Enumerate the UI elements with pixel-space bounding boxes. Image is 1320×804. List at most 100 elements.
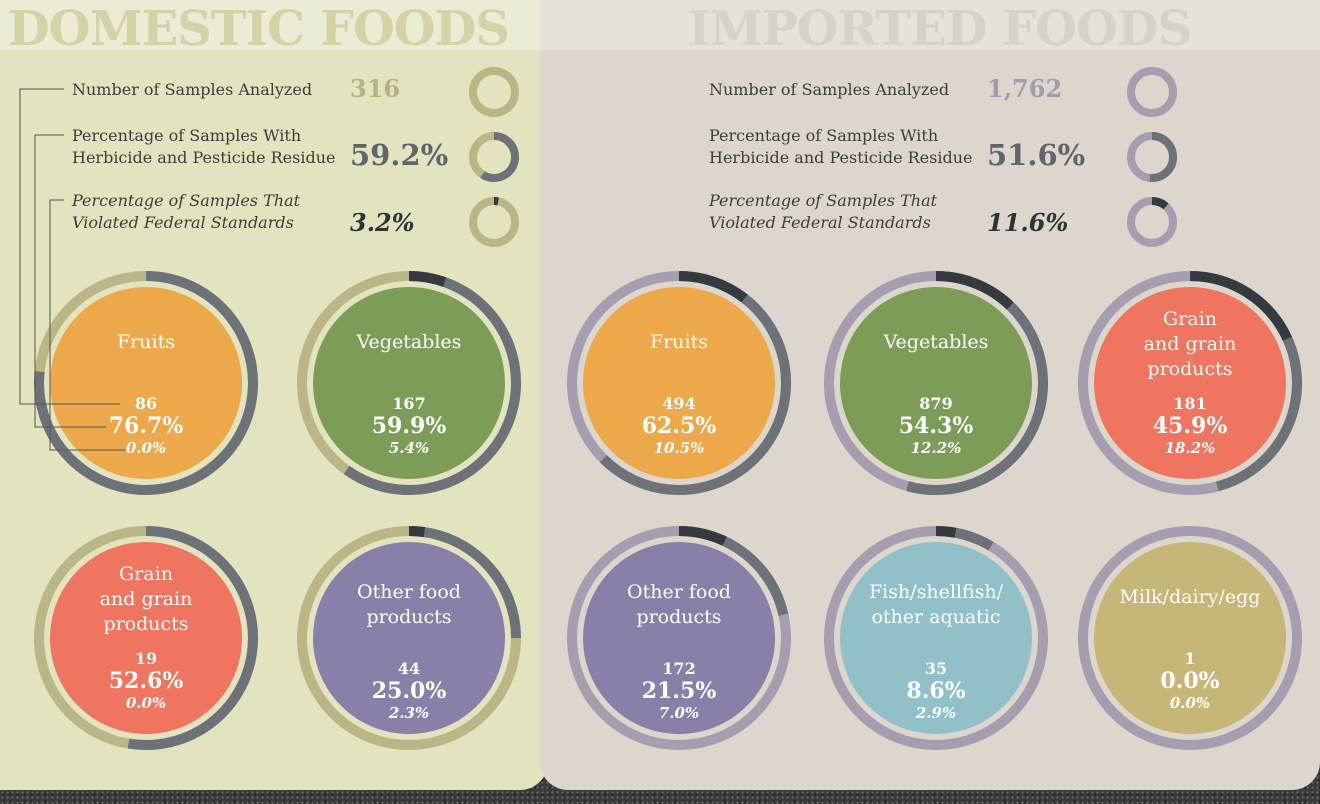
imported-samples-donut-ring [1127,67,1177,117]
domestic-violation-label-2: Violated Federal Standards [72,213,294,232]
imported-1-name-line-0: Vegetables [883,331,989,353]
domestic-3-name-line-0: Other food [357,581,461,603]
domestic-residue-label-2: Herbicide and Pesticide Residue [72,148,336,167]
domestic-2-name-line-0: Grain [119,563,173,585]
domestic-2-donut-residue-arc [127,526,258,750]
imported-2-name-line-2: products [1147,358,1232,380]
imported-violation-value: 11.6% [987,208,1069,237]
domestic-residue-donut-residue-arc [480,132,519,182]
imported-4-donut-violation-arc [935,526,957,538]
imported-0-residue-label: 62.5% [642,413,717,439]
imported-3-violation-label: 7.0% [659,704,699,722]
imported-header-strip [540,0,1320,50]
domestic-residue-label-1: Percentage of Samples With [72,126,302,145]
domestic-1-donut-violation-arc [408,271,447,287]
imported-4-name-line-0: Fish/shellfish/ [869,581,1004,603]
imported-1-fill [840,287,1032,479]
imported-2-residue-label: 45.9% [1153,413,1228,439]
imported-5-donut-ring [1078,526,1302,750]
imported-violation-label-2: Violated Federal Standards [709,213,931,232]
domestic-1-name-line-0: Vegetables [356,331,462,353]
domestic-3-donut-violation-arc [408,526,426,538]
imported-0-fill [583,287,775,479]
imported-5-name-line-0: Milk/dairy/egg [1120,586,1261,608]
imported-4-samples-label: 35 [925,659,947,678]
domestic-violation-value: 3.2% [350,208,415,237]
domestic-0-residue-label: 76.7% [109,413,184,439]
domestic-2-violation-label: 0.0% [126,694,166,712]
legend-connector-samples [19,88,120,405]
domestic-3-name-line-1: products [366,606,451,628]
domestic-0-violation-label: 0.0% [126,439,166,457]
imported-5-samples-label: 1 [1184,649,1195,668]
imported-3-name-line-1: products [636,606,721,628]
imported-title: IMPORTED FOODS [688,4,1192,54]
domestic-2-name-line-2: products [103,613,188,635]
imported-1-violation-label: 12.2% [911,439,962,457]
imported-4-fill [840,542,1032,734]
imported-0-samples-label: 494 [662,394,695,413]
domestic-2-fill [50,542,242,734]
imported-residue-label-2: Herbicide and Pesticide Residue [709,148,973,167]
imported-5-fill [1094,542,1286,734]
domestic-3-fill [313,542,505,734]
imported-2-name-line-0: Grain [1163,308,1217,330]
domestic-header-strip [0,0,540,50]
imported-2-donut-violation-arc [1189,271,1292,341]
imported-samples-label: Number of Samples Analyzed [709,80,950,99]
domestic-violation-label-1: Percentage of Samples That [72,191,301,210]
imported-4-violation-label: 2.9% [915,704,956,722]
domestic-0-samples-label: 86 [135,394,157,413]
domestic-violation-donut-ring [469,197,519,247]
legend-connector-residue [34,134,106,428]
domestic-samples-value: 316 [350,74,401,103]
domestic-3-violation-label: 2.3% [388,704,429,722]
legend-connector-violation [49,199,126,451]
domestic-3-residue-label: 25.0% [372,678,447,704]
imported-5-violation-label: 0.0% [1170,694,1210,712]
domestic-0-name-line-0: Fruits [117,331,175,353]
imported-3-samples-label: 172 [662,659,695,678]
imported-3-donut-violation-arc [678,526,727,546]
domestic-0-donut-residue-arc [34,271,258,495]
domestic-3-donut-residue-arc [408,526,521,639]
imported-samples-value: 1,762 [987,74,1063,103]
imported-4-name-line-1: other aquatic [871,606,1000,628]
domestic-1-residue-label: 59.9% [372,413,447,439]
imported-2-samples-label: 181 [1173,394,1206,413]
domestic-residue-value: 59.2% [350,138,449,172]
imported-4-residue-label: 8.6% [906,678,965,704]
domestic-3-samples-label: 44 [398,659,420,678]
imported-violation-label-1: Percentage of Samples That [709,191,938,210]
imported-1-donut-violation-arc [935,271,1014,310]
imported-5-residue-label: 0.0% [1160,668,1219,694]
imported-0-violation-label: 10.5% [654,439,705,457]
imported-3-name-line-0: Other food [627,581,731,603]
imported-violation-donut-ring [1127,197,1177,247]
imported-residue-value: 51.6% [987,138,1086,172]
domestic-samples-donut-ring [469,67,519,117]
imported-residue-donut-residue-arc [1149,131,1178,182]
domestic-samples-label: Number of Samples Analyzed [72,80,313,99]
imported-violation-donut-violation-arc [1151,197,1169,210]
imported-1-residue-label: 54.3% [899,413,974,439]
imported-1-samples-label: 879 [919,394,952,413]
domestic-2-residue-label: 52.6% [109,668,184,694]
imported-0-donut-violation-arc [678,271,748,303]
imported-0-name-line-0: Fruits [650,331,708,353]
domestic-1-samples-label: 167 [392,394,425,413]
domestic-1-fill [313,287,505,479]
imported-2-fill [1094,287,1286,479]
imported-3-fill [583,542,775,734]
domestic-0-fill [50,287,242,479]
domestic-title: DOMESTIC FOODS [8,4,510,54]
domestic-2-name-line-1: and grain [100,588,193,610]
domestic-2-samples-label: 19 [135,649,157,668]
imported-2-violation-label: 18.2% [1165,439,1216,457]
domestic-1-violation-label: 5.4% [389,439,429,457]
imported-residue-label-1: Percentage of Samples With [709,126,939,145]
imported-2-name-line-1: and grain [1144,333,1237,355]
imported-3-residue-label: 21.5% [642,678,717,704]
